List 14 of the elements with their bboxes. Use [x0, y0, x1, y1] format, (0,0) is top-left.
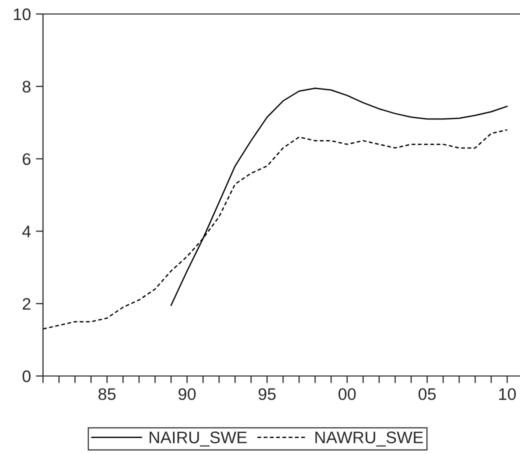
y-tick-label: 0 — [22, 370, 31, 382]
x-tick-label: 90 — [178, 388, 196, 400]
x-tick-label: 05 — [418, 388, 436, 400]
y-tick-label: 8 — [22, 80, 30, 93]
x-tick-label: 00 — [338, 388, 356, 400]
y-tick-label: 4 — [22, 226, 31, 238]
legend-label: NAWRU_SWE — [315, 432, 423, 446]
x-tick-label: 95 — [258, 388, 276, 400]
y-tick-label: 6 — [22, 153, 30, 166]
x-tick-label: 85 — [98, 388, 116, 400]
y-tick-label: 2 — [22, 298, 30, 310]
legend-label: NAIRU_SWE — [150, 432, 247, 446]
x-tick-label: 10 — [499, 388, 516, 400]
y-tick-label: 10 — [14, 8, 31, 20]
